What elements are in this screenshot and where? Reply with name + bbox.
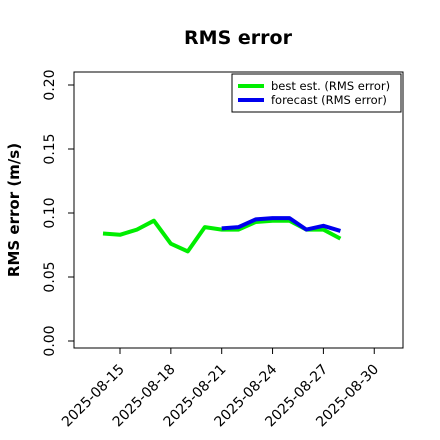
legend-label-0: best est. (RMS error)	[271, 79, 390, 93]
chart-title: RMS error	[184, 27, 293, 49]
y-tick-label: 0.20	[42, 69, 58, 100]
legend-label-1: forecast (RMS error)	[271, 93, 387, 107]
series-line-0	[102, 218, 342, 254]
legend: best est. (RMS error)forecast (RMS error…	[231, 73, 402, 113]
plot-frame	[73, 71, 404, 349]
y-tick-label: 0.15	[42, 133, 58, 164]
plot-area: 0.000.050.100.150.202025-08-152025-08-18…	[42, 69, 404, 430]
y-tick-label: 0.00	[42, 325, 58, 356]
series-line-1	[221, 216, 341, 233]
legend-box	[231, 73, 402, 113]
y-axis-label: RMS error (m/s)	[5, 143, 23, 277]
y-tick-label: 0.05	[42, 261, 58, 292]
y-tick-label: 0.10	[42, 197, 58, 228]
